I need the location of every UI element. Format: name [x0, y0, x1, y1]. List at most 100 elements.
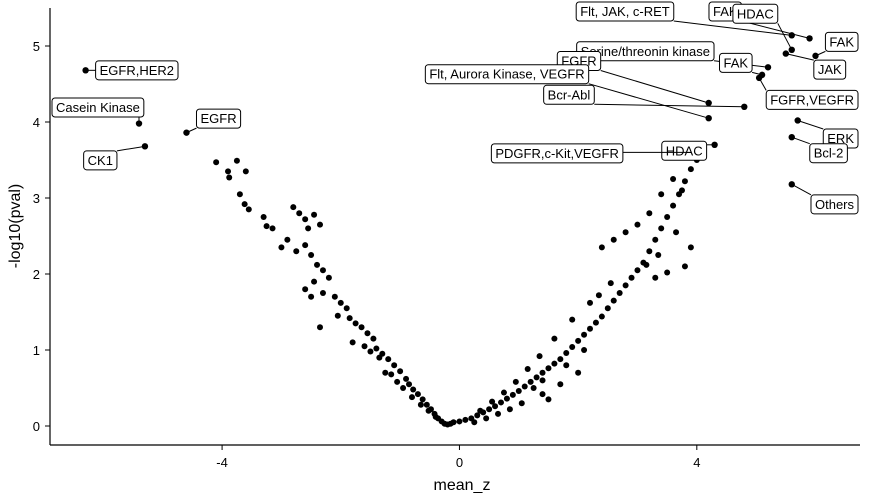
point-label: Flt, JAK, c-RET — [575, 1, 792, 36]
data-point — [397, 368, 404, 375]
x-tick-label: 0 — [456, 455, 463, 470]
data-point — [616, 290, 623, 296]
data-point — [343, 305, 350, 312]
data-point — [681, 178, 688, 185]
data-point — [474, 412, 481, 419]
label-connector — [751, 71, 763, 76]
data-point — [349, 339, 356, 346]
label-box — [719, 52, 753, 73]
data-point — [587, 325, 593, 332]
data-point — [655, 252, 662, 258]
data-point — [607, 280, 614, 287]
data-point — [610, 297, 617, 304]
data-point — [569, 316, 576, 323]
data-point — [290, 204, 297, 211]
label-box — [195, 108, 242, 129]
data-point — [334, 312, 341, 319]
data-point — [408, 394, 415, 401]
data-point — [545, 365, 552, 372]
label-box — [424, 64, 590, 85]
data-point — [545, 396, 552, 403]
label-connector — [797, 120, 824, 130]
data-point — [242, 168, 249, 175]
data-point — [388, 371, 395, 378]
y-tick-label: 4 — [33, 115, 40, 130]
point-label-text: EGFR — [200, 111, 236, 126]
data-point — [536, 353, 543, 360]
data-point — [311, 211, 318, 218]
data-point — [462, 416, 469, 423]
data-point — [305, 225, 312, 232]
point-label-text: Bcr-Abl — [548, 87, 591, 102]
data-point — [598, 313, 605, 320]
data-point — [325, 274, 332, 281]
data-point — [604, 305, 611, 312]
data-point — [557, 381, 564, 388]
label-connector — [600, 70, 709, 104]
point-label: Casein Kinase — [51, 97, 145, 124]
data-point — [346, 315, 353, 322]
data-point — [598, 244, 605, 251]
x-tick-label: -4 — [216, 455, 228, 470]
data-point — [670, 202, 677, 209]
label-connector — [588, 83, 709, 119]
label-connector — [791, 183, 812, 196]
x-axis-title: mean_z — [434, 477, 491, 494]
label-box — [490, 143, 624, 164]
data-point — [646, 210, 653, 217]
data-point — [225, 168, 232, 175]
data-point — [278, 244, 285, 251]
data-point — [364, 330, 371, 337]
data-point — [337, 299, 344, 306]
data-point — [260, 214, 267, 220]
data-points — [82, 32, 819, 428]
label-box — [543, 84, 595, 105]
label-connector — [785, 53, 814, 61]
data-point — [317, 324, 323, 331]
data-point — [400, 385, 407, 391]
data-point — [391, 362, 398, 369]
point-label: Bcr-Abl — [543, 84, 745, 108]
point-label-text: HDAC — [737, 6, 774, 21]
data-point — [678, 187, 685, 194]
data-point — [361, 343, 368, 350]
data-point — [592, 319, 599, 326]
point-label: FAK — [719, 52, 763, 76]
data-point — [539, 391, 546, 398]
y-tick-label: 5 — [33, 39, 40, 54]
data-point — [524, 366, 531, 372]
data-point — [233, 157, 240, 164]
data-point — [419, 396, 426, 403]
data-point — [394, 378, 401, 385]
point-label: Serine/threonin kinase — [576, 41, 769, 68]
data-point — [587, 299, 593, 306]
data-point — [385, 356, 392, 363]
label-box — [810, 194, 859, 215]
data-point — [403, 375, 410, 382]
data-point — [450, 419, 457, 426]
point-label: EGFR,HER2 — [85, 60, 179, 81]
point-label: Bcl-2 — [791, 136, 848, 164]
data-point — [293, 248, 300, 255]
label-box — [765, 89, 859, 110]
point-label: FGFR,VEGFR — [758, 77, 859, 110]
data-point — [382, 369, 389, 376]
data-point — [358, 324, 365, 331]
data-point — [500, 389, 507, 396]
data-point — [213, 159, 220, 166]
data-point — [563, 362, 570, 369]
point-label: CK1 — [83, 145, 146, 171]
data-point — [563, 350, 570, 357]
data-point — [373, 345, 380, 352]
label-connector — [186, 127, 197, 134]
data-point — [539, 369, 546, 376]
data-point — [376, 354, 383, 361]
label-connector — [815, 50, 826, 57]
point-label: Flt, Aurora Kinase, VEGFR — [424, 64, 709, 119]
label-box — [824, 31, 859, 52]
data-point — [417, 401, 424, 408]
data-point — [314, 261, 321, 268]
data-point — [506, 406, 513, 413]
label-connector — [673, 20, 792, 36]
